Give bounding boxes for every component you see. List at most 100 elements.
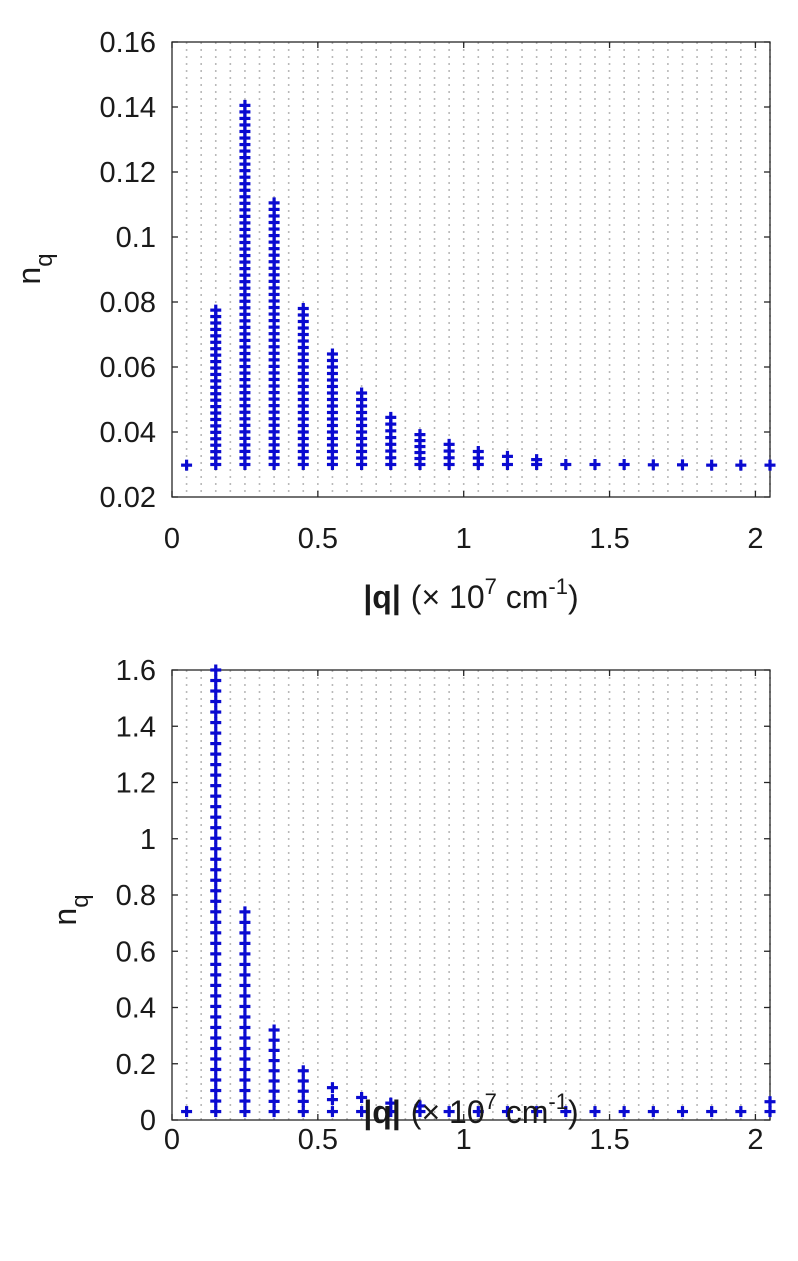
data-column xyxy=(618,459,630,470)
data-column xyxy=(414,429,426,470)
data-point xyxy=(210,832,222,844)
data-point xyxy=(210,1085,222,1097)
data-point xyxy=(210,853,222,865)
data-point xyxy=(239,1074,251,1086)
x-axis-label-suffix: ) xyxy=(568,1094,579,1130)
data-point xyxy=(472,1106,484,1118)
data-point xyxy=(297,1065,309,1077)
data-point xyxy=(239,948,251,960)
data-point xyxy=(210,958,222,970)
data-column xyxy=(297,303,309,470)
data-point xyxy=(210,979,222,991)
data-point xyxy=(210,1011,222,1023)
data-point xyxy=(210,1000,222,1012)
y-tick-label: 0.06 xyxy=(100,352,156,384)
data-point xyxy=(210,780,222,792)
x-axis-label-prefix: (× 10 xyxy=(411,1094,485,1130)
y-tick-label: 1.2 xyxy=(116,768,156,800)
data-column xyxy=(647,1106,659,1118)
data-point xyxy=(210,864,222,876)
data-point xyxy=(210,738,222,750)
data-point xyxy=(268,1024,280,1036)
data-point xyxy=(706,1106,718,1118)
data-point xyxy=(210,1053,222,1065)
data-point xyxy=(210,664,222,676)
data-column xyxy=(472,446,484,470)
x-tick-label: 0.5 xyxy=(298,1124,338,1156)
data-point xyxy=(210,1106,222,1118)
y-tick-label: 0 xyxy=(140,1105,156,1137)
data-point xyxy=(210,1095,222,1107)
data-point xyxy=(764,459,776,471)
y-tick-label: 0.08 xyxy=(100,287,156,319)
data-column xyxy=(501,450,513,470)
data-point xyxy=(210,304,222,316)
data-point xyxy=(210,843,222,855)
data-point xyxy=(560,1106,572,1118)
data-column xyxy=(414,1100,426,1118)
data-point xyxy=(501,450,513,462)
data-point xyxy=(268,197,280,209)
data-point xyxy=(326,1082,338,1094)
data-point xyxy=(239,990,251,1002)
data-point xyxy=(676,459,688,471)
data-point xyxy=(210,790,222,802)
data-point xyxy=(239,979,251,991)
data-point xyxy=(297,303,309,314)
data-point xyxy=(181,459,193,471)
data-point xyxy=(210,927,222,939)
data-point xyxy=(618,1106,630,1118)
data-column xyxy=(764,459,776,471)
data-point xyxy=(210,916,222,928)
data-point xyxy=(239,927,251,939)
data-point xyxy=(239,1106,251,1118)
data-point xyxy=(210,685,222,697)
data-point xyxy=(531,454,543,466)
chart-panel-2: 0 0.5 1 1.5 2 0 0.2 0.4 0.6 0.8 1 1.2 1.4 1.6 |q| (× 10… xyxy=(47,655,776,1156)
y-axis-label-subscript: q xyxy=(67,894,94,907)
data-column xyxy=(326,348,338,470)
data-point xyxy=(210,748,222,760)
y-tick-label: 1 xyxy=(140,824,156,856)
data-column xyxy=(531,454,543,470)
data-point xyxy=(501,1106,513,1118)
data-point xyxy=(210,874,222,886)
data-column xyxy=(560,1106,572,1118)
data-column xyxy=(764,1096,776,1118)
x-axis-label-prefix: (× 10 xyxy=(411,579,485,615)
data-point xyxy=(764,1106,776,1118)
data-column xyxy=(268,197,280,470)
data-point xyxy=(239,1043,251,1055)
data-point xyxy=(706,459,718,471)
y-tick-label: 0.1 xyxy=(116,222,156,254)
data-point xyxy=(239,1064,251,1076)
data-point xyxy=(210,759,222,771)
data-column xyxy=(706,1106,718,1118)
y-axis-label-subscript: q xyxy=(31,253,58,266)
data-point xyxy=(239,1000,251,1012)
data-column xyxy=(560,459,572,470)
data-point xyxy=(356,1092,368,1103)
x-axis-label-symbol: |q| xyxy=(363,1094,400,1130)
data-point xyxy=(735,459,747,471)
data-point xyxy=(268,1044,280,1056)
x-axis-label: |q| (× 107 cm-1) xyxy=(363,1089,578,1130)
data-point xyxy=(210,801,222,813)
data-column xyxy=(326,1082,338,1118)
data-column xyxy=(647,459,659,471)
data-column xyxy=(676,1106,688,1118)
data-point xyxy=(326,1106,338,1118)
y-tick-label: 0.16 xyxy=(100,27,156,59)
data-point xyxy=(239,1021,251,1033)
data-point xyxy=(210,675,222,687)
data-point xyxy=(239,99,251,111)
chart-panel-1: 0 0.5 1 1.5 2 0.02 0.04 0.06 0.08 0.1 0.12 0.14 0.16… xyxy=(11,27,776,615)
data-point xyxy=(239,969,251,981)
y-tick-label: 0.02 xyxy=(100,482,156,514)
data-point xyxy=(210,717,222,729)
data-point xyxy=(268,1055,280,1067)
data-point xyxy=(589,459,601,470)
data-point xyxy=(239,958,251,970)
data-point xyxy=(443,1106,455,1118)
data-point xyxy=(210,937,222,949)
